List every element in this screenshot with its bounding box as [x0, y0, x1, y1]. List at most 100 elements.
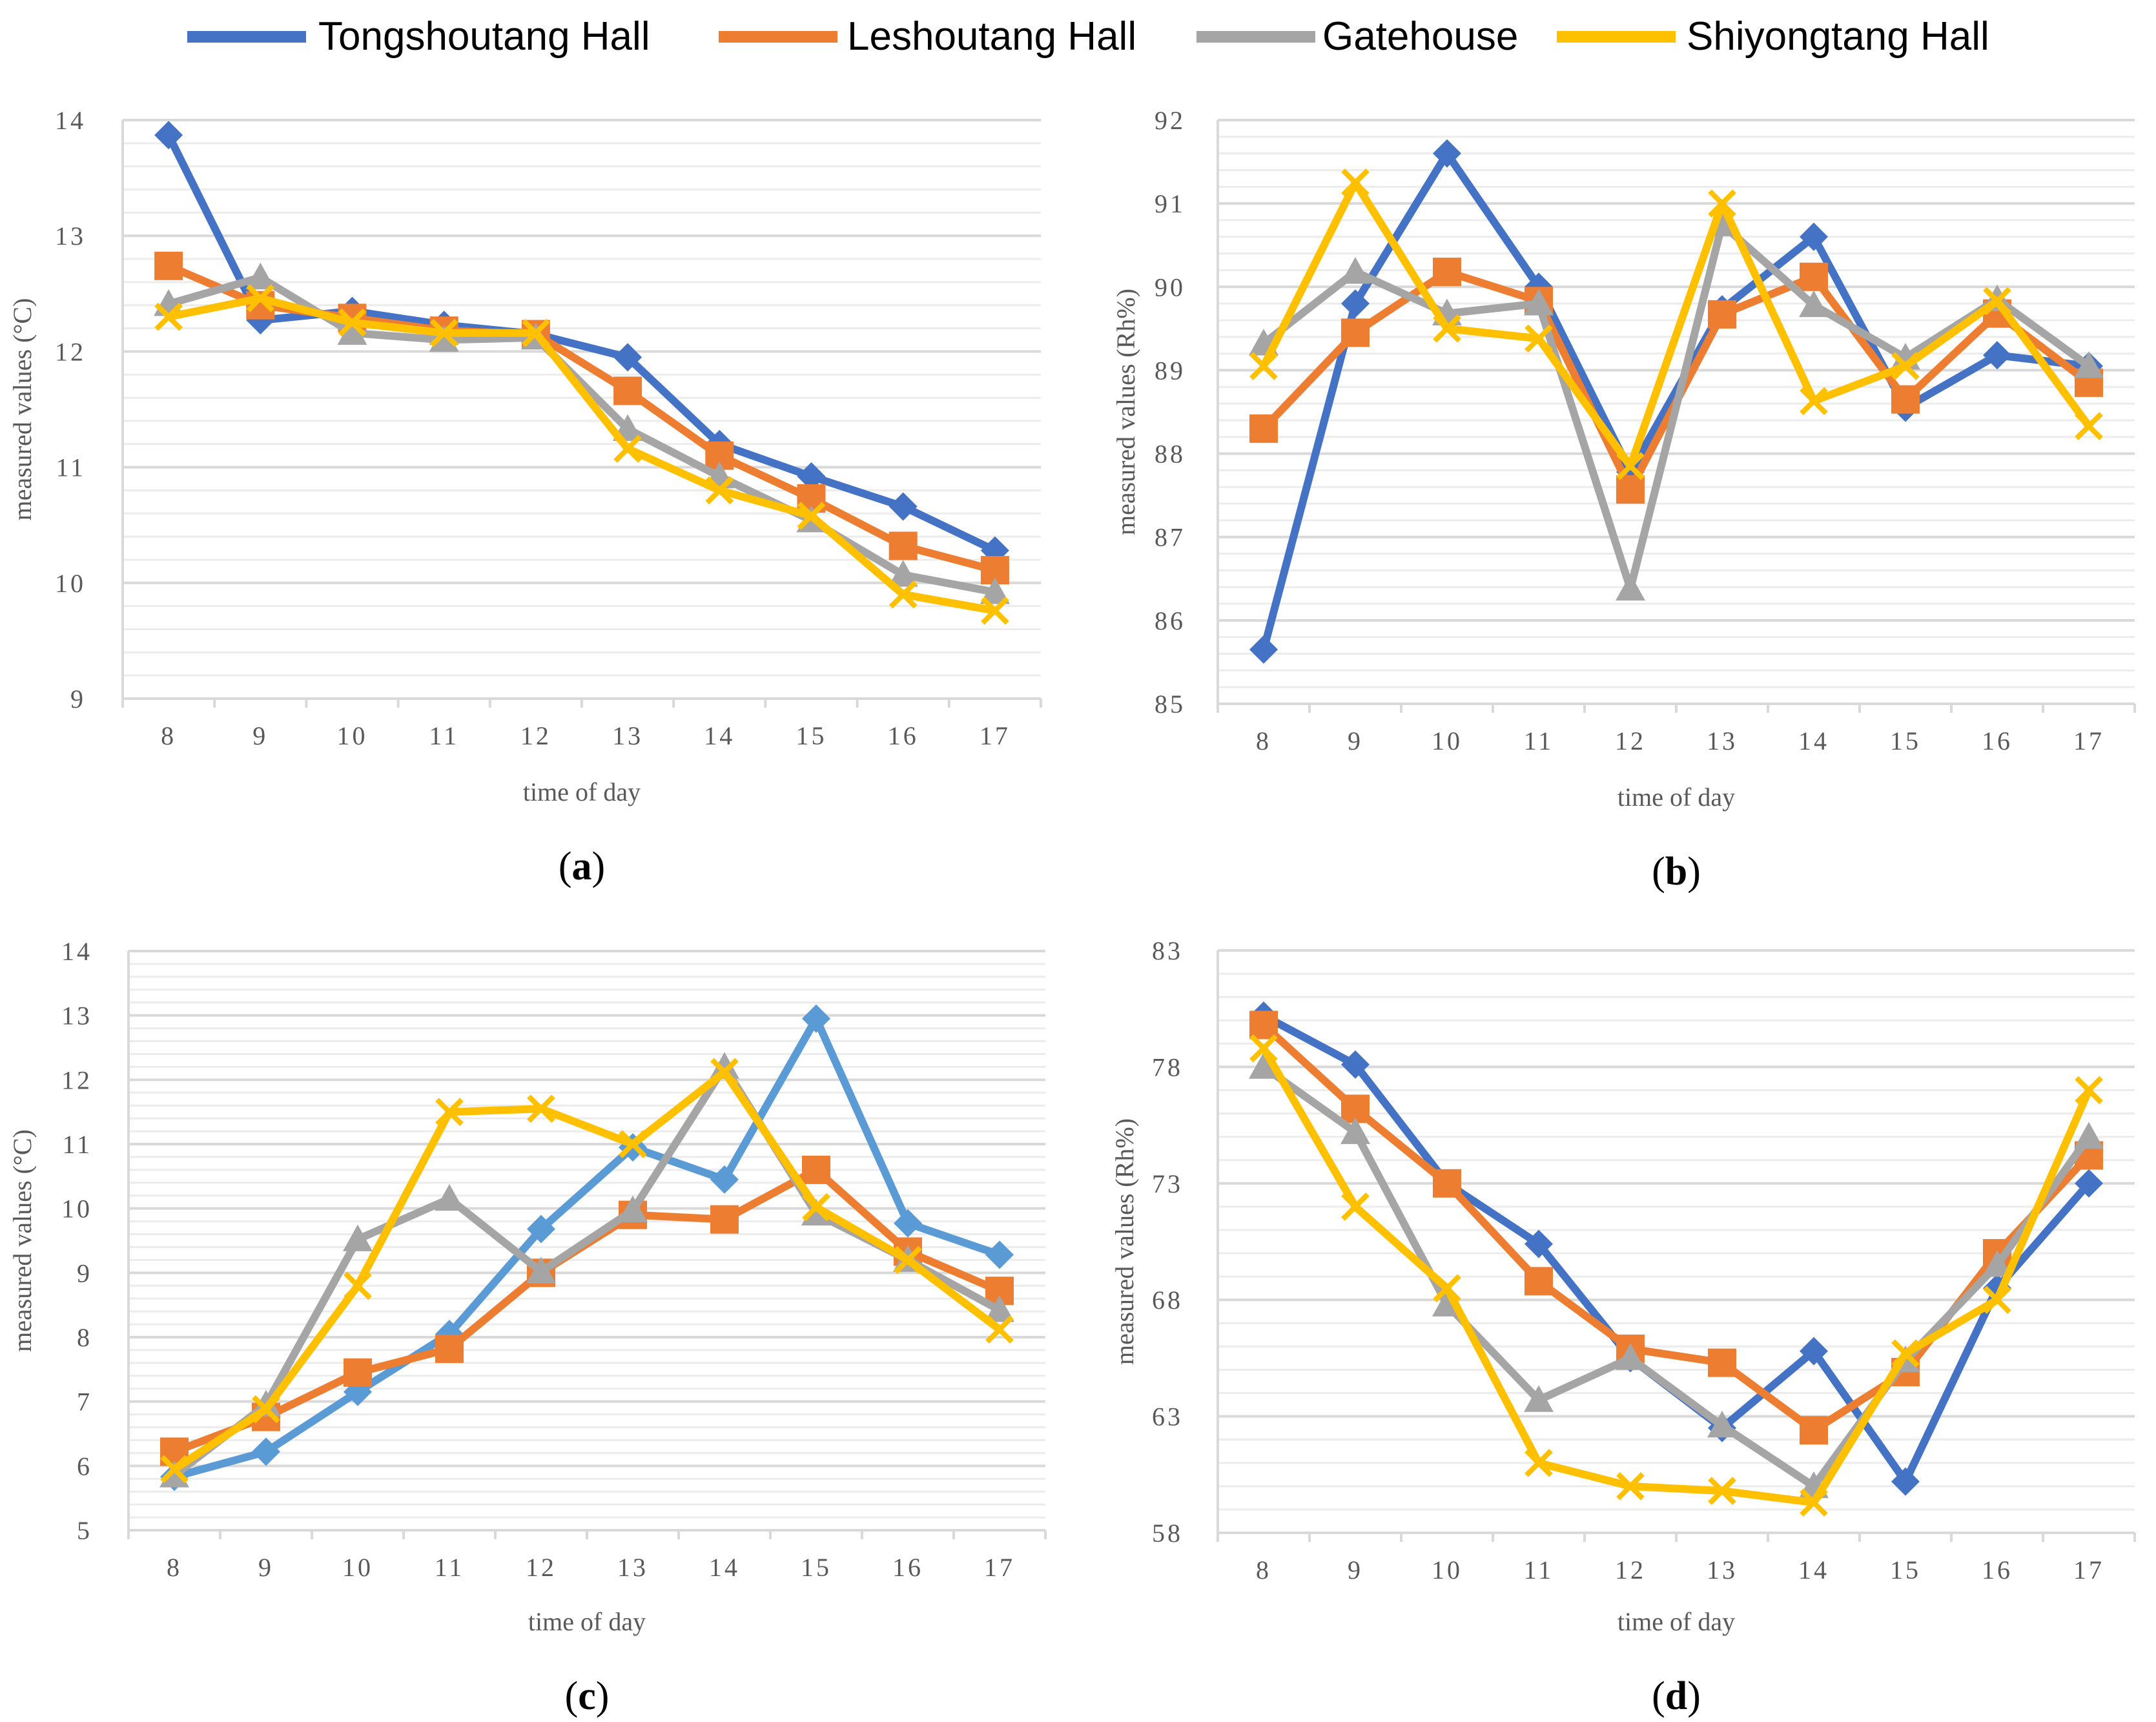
data-point	[1249, 414, 1278, 443]
x-tick-label: 17	[984, 1553, 1015, 1582]
data-point	[894, 1209, 922, 1238]
data-point	[1524, 289, 1554, 316]
x-tick-label: 8	[161, 721, 176, 750]
gridlines	[128, 950, 1045, 1532]
data-point	[619, 1130, 647, 1158]
x-tick-label: 11	[435, 1553, 465, 1582]
data-point	[154, 121, 183, 150]
data-point	[1341, 1050, 1370, 1079]
legend-item-shiyongtang-hall: Shiyongtang Hall	[1557, 14, 1989, 59]
data-point	[613, 435, 642, 463]
data-point	[1249, 1010, 1278, 1040]
y-tick-label: 78	[1152, 1052, 1183, 1081]
legend-label: Gatehouse	[1322, 14, 1518, 59]
data-point	[2074, 351, 2104, 378]
data-point	[888, 580, 918, 609]
data-point	[160, 1455, 189, 1484]
y-tick-label: 63	[1152, 1402, 1183, 1431]
data-point	[1616, 475, 1645, 504]
data-point	[1249, 1034, 1278, 1063]
legend-label: Leshoutang Hall	[847, 14, 1136, 59]
data-point	[252, 1437, 280, 1466]
x-tick-label: 12	[1615, 726, 1646, 755]
x-tick-label: 15	[796, 721, 827, 750]
y-axis-title: measured values (Rh%)	[1110, 1118, 1139, 1365]
data-point	[337, 318, 367, 345]
y-tick-label: 13	[61, 1001, 92, 1030]
x-tick-label: 13	[1707, 1555, 1738, 1584]
data-point	[1982, 1250, 2012, 1277]
panel-label: (d)	[1652, 1674, 1701, 1718]
panel-letter: b	[1665, 850, 1687, 894]
data-point	[1340, 257, 1370, 284]
data-point	[1800, 1416, 1828, 1445]
y-tick-label: 9	[70, 684, 86, 713]
data-point	[1707, 1411, 1737, 1438]
panel-letter: d	[1665, 1674, 1687, 1718]
y-tick-label: 85	[1155, 690, 1186, 719]
x-tick-label: 16	[1982, 1555, 2013, 1584]
y-tick-label: 10	[61, 1194, 92, 1224]
panel-letter: c	[578, 1674, 596, 1718]
data-point	[1616, 1343, 1645, 1370]
data-point	[1708, 189, 1736, 218]
data-point	[344, 1358, 372, 1387]
series-line	[1260, 1012, 2093, 1486]
data-point	[710, 1058, 739, 1087]
x-tick-label: 15	[1890, 1555, 1921, 1584]
panel-label: (a)	[559, 845, 605, 888]
x-tick-label: 16	[888, 721, 919, 750]
y-tick-label: 68	[1152, 1286, 1183, 1315]
data-point	[1525, 1267, 1553, 1296]
series-shiyongtang-hall	[1249, 1034, 2103, 1517]
data-point	[154, 251, 183, 280]
data-point	[1341, 1193, 1370, 1221]
series-gatehouse	[159, 1052, 1014, 1488]
data-point	[618, 1195, 648, 1223]
x-tick-label: 16	[1982, 726, 2013, 755]
y-tick-label: 11	[62, 1130, 92, 1159]
data-point	[1433, 139, 1461, 168]
x-axis-title: time of day	[528, 1607, 646, 1636]
data-point	[1891, 1339, 1920, 1368]
series-shiyongtang-hall	[160, 1058, 1014, 1484]
data-point	[710, 1052, 739, 1079]
data-point	[980, 577, 1010, 604]
data-point	[1891, 352, 1920, 380]
series-tongshoutang-hall	[154, 121, 1009, 565]
data-point	[1341, 318, 1370, 347]
data-point	[1525, 1229, 1553, 1258]
y-tick-label: 10	[55, 569, 86, 598]
x-tick-label: 10	[1432, 726, 1463, 755]
data-point	[1341, 289, 1370, 318]
y-tick-label: 8	[77, 1323, 92, 1352]
data-point	[1616, 573, 1645, 601]
y-tick-label: 91	[1155, 189, 1186, 218]
x-tick-label: 15	[1890, 726, 1921, 755]
gridlines	[1218, 119, 2135, 705]
y-axis-title: measured values (°C)	[8, 1129, 37, 1352]
data-point	[985, 1315, 1014, 1344]
data-point	[435, 1334, 464, 1363]
panel-label: (b)	[1652, 850, 1701, 894]
data-point	[797, 462, 826, 491]
legend-item-gatehouse: Gatehouse	[1196, 14, 1518, 59]
data-point	[1433, 1169, 1461, 1198]
x-tick-label: 13	[617, 1553, 648, 1582]
data-point	[1891, 385, 1920, 414]
data-point	[888, 492, 918, 521]
data-point	[1616, 452, 1645, 480]
y-tick-label: 5	[77, 1516, 92, 1545]
series-shiyongtang-hall	[154, 284, 1009, 625]
data-point	[710, 1205, 739, 1234]
panel-letter: a	[572, 845, 592, 888]
data-point	[802, 1155, 830, 1184]
data-point	[1708, 1477, 1736, 1505]
data-point	[2075, 1076, 2103, 1105]
x-tick-label: 9	[258, 1553, 274, 1582]
y-axis-title: measured values (Rh%)	[1111, 289, 1140, 535]
data-point	[888, 531, 918, 560]
x-tick-label: 17	[2073, 1555, 2104, 1584]
